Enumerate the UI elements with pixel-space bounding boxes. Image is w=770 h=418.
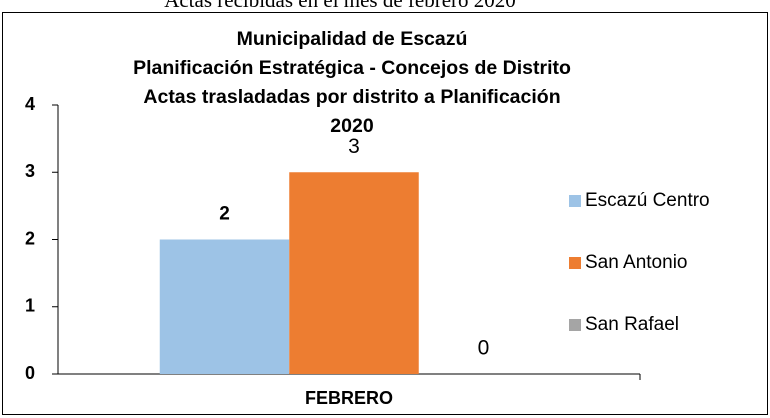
legend-label: San Antonio: [585, 252, 687, 273]
chart-title: Planificación Estratégica - Concejos de …: [133, 57, 571, 79]
bar: [159, 239, 290, 374]
y-tick-label: 2: [25, 228, 35, 248]
y-tick-label: 4: [25, 94, 35, 114]
data-label: 2: [219, 204, 230, 225]
legend-swatch: [569, 195, 581, 207]
legend-swatch: [569, 257, 581, 269]
y-tick-label: 0: [25, 363, 35, 383]
legend-label: Escazú Centro: [585, 190, 710, 211]
data-label: 3: [348, 135, 360, 158]
header-text: Actas recibidas en el mes de febrero 202…: [164, 0, 516, 12]
y-tick-label: 1: [25, 296, 35, 316]
legend-swatch: [569, 319, 581, 331]
chart-title: Municipalidad de Escazú: [237, 28, 468, 50]
chart-title: Actas trasladadas por distrito a Planifi…: [143, 86, 560, 108]
x-tick-label: FEBRERO: [305, 388, 393, 408]
legend-label: San Rafael: [585, 314, 679, 335]
chart-title: 2020: [330, 115, 374, 137]
bar: [289, 172, 419, 374]
data-label: 0: [478, 337, 490, 360]
y-tick-label: 3: [25, 161, 35, 181]
